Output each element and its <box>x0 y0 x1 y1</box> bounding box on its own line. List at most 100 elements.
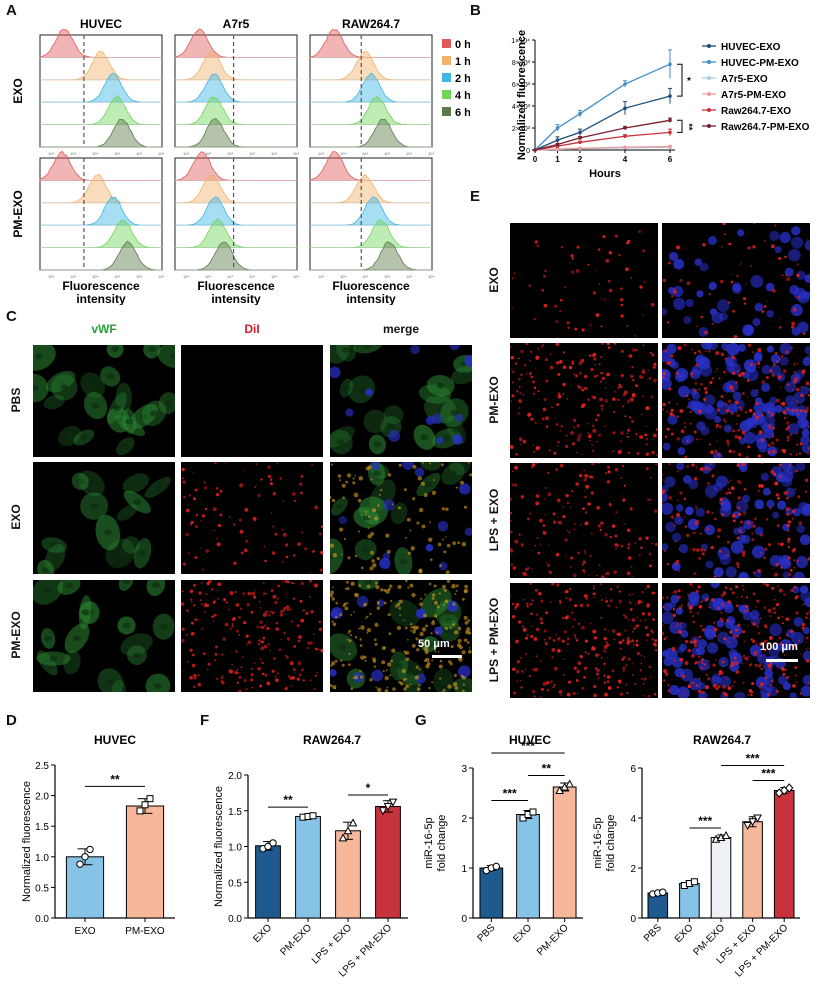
svg-text:10⁴: 10⁴ <box>271 274 277 279</box>
svg-text:10⁴: 10⁴ <box>362 274 368 279</box>
panel-a-xlabel2-2: intensity <box>346 292 396 305</box>
x-tick-label: PM-EXO <box>278 922 314 958</box>
panel-a-col-2: RAW264.7 <box>342 17 400 31</box>
legend-swatch <box>442 73 451 82</box>
panel-label-f: F <box>200 712 210 729</box>
y-tick-label: 1.0 <box>228 843 242 854</box>
bar <box>479 867 504 919</box>
histogram-box: 10⁴ 10⁴ 10⁴ 10⁴ 10⁴ 10⁴ <box>309 28 434 156</box>
svg-text:10⁴: 10⁴ <box>205 151 211 156</box>
data-point <box>623 106 627 110</box>
data-point <box>668 94 672 98</box>
histogram-curve <box>174 151 297 181</box>
x-tick-label: 0 <box>533 155 538 164</box>
svg-text:10⁴: 10⁴ <box>70 274 76 279</box>
legend-label: 2 h <box>455 73 470 85</box>
bar <box>710 837 732 919</box>
panel-e-row-2: LPS + EXO <box>487 488 501 551</box>
x-tick-label: 2 <box>578 155 583 164</box>
panel-a-xlabel-0: Fluorescence <box>62 279 140 293</box>
x-tick-label: EXO <box>511 922 534 945</box>
y-tick-label: 2.0 <box>228 771 242 782</box>
x-tick-label: EXO <box>251 922 274 945</box>
micrograph-merge <box>330 580 472 692</box>
panel-c-col-0: vWF <box>91 322 117 336</box>
svg-text:10⁴: 10⁴ <box>158 151 164 156</box>
data-point <box>623 126 627 130</box>
sig-star: * <box>366 781 371 795</box>
series-line <box>534 95 671 151</box>
data-point <box>578 140 582 145</box>
y-tick-label: 0 <box>526 148 530 155</box>
panel-c-row-0: PBS <box>9 387 23 413</box>
y-tick-label: 2.0 <box>35 792 49 803</box>
bar <box>335 830 361 919</box>
legend-label: A7r5-PM-EXO <box>721 90 786 101</box>
panel-a-xlabel-2: Fluorescence <box>332 279 410 293</box>
svg-text:10⁴: 10⁴ <box>227 151 233 156</box>
svg-text:10⁴: 10⁴ <box>428 274 434 279</box>
histogram-curve <box>310 72 432 103</box>
bar <box>125 805 165 919</box>
svg-text:10⁴: 10⁴ <box>92 274 98 279</box>
panel-a-col-1: A7r5 <box>223 17 250 31</box>
y-tick-label: 3 <box>461 764 467 775</box>
data-point <box>623 134 627 139</box>
histogram-curve <box>309 151 432 181</box>
scale-bar <box>766 659 798 662</box>
panel-label-d: D <box>6 712 17 729</box>
data-point <box>743 822 752 831</box>
sig-star: *** <box>698 814 712 828</box>
micrograph-merge <box>662 343 810 458</box>
y-tick-label: 1.0 <box>35 853 49 864</box>
sig-star: *** <box>503 787 517 801</box>
panel-c-col-1: DiI <box>244 322 260 336</box>
data-point <box>668 144 672 149</box>
data-point <box>748 818 757 827</box>
svg-text:10⁴: 10⁴ <box>362 151 368 156</box>
data-point <box>388 798 398 807</box>
x-tick-label: 4 <box>623 155 628 164</box>
data-point <box>141 801 149 809</box>
legend-swatch <box>442 56 451 65</box>
histogram-box: 10⁴ 10⁴ 10⁴ 10⁴ 10⁴ 10⁴ <box>309 151 434 279</box>
bar <box>375 805 401 919</box>
y-axis-label: Normalized fluorescence <box>21 781 33 902</box>
data-point <box>338 833 348 842</box>
panel-e-microscopy: DiI merge EXO PM-EXO LPS + EXO LPS + PM-EXO 10… <box>470 185 824 698</box>
panel-c-row-2: PM-EXO <box>9 611 23 659</box>
svg-text:10⁴: 10⁴ <box>183 274 189 279</box>
bar <box>255 845 281 919</box>
y-tick-label: 2×10³ <box>512 126 531 133</box>
micrograph-merge <box>662 583 810 698</box>
panel-label-g: G <box>415 712 427 729</box>
panel-e-row-3: LPS + PM-EXO <box>487 597 501 682</box>
data-point <box>690 878 698 886</box>
histogram-curve <box>309 28 432 58</box>
panel-label-a: A <box>6 2 17 19</box>
y-tick-label: 0.0 <box>228 914 242 925</box>
panel-label-b: B <box>470 2 481 19</box>
svg-text:10⁴: 10⁴ <box>384 274 390 279</box>
data-point <box>659 888 667 896</box>
svg-text:10⁴: 10⁴ <box>183 151 189 156</box>
legend-label: 0 h <box>455 39 470 51</box>
y-tick-label: 0.5 <box>228 878 242 889</box>
data-point <box>269 839 277 847</box>
histogram-box: 10⁴ 10⁴ 10⁴ 10⁴ 10⁴ 10⁴ <box>174 151 299 279</box>
x-tick-label: 1 <box>555 155 560 164</box>
y-tick-label: 0 <box>461 914 467 925</box>
sig-star: *** <box>746 752 760 766</box>
micrograph-merge <box>330 345 472 457</box>
svg-text:10⁴: 10⁴ <box>249 151 255 156</box>
y-tick-label: 1.5 <box>35 822 49 833</box>
legend-label: Raw264.7-EXO <box>721 106 791 117</box>
data-point <box>578 111 582 116</box>
panel-a-xlabel2-0: intensity <box>76 292 126 305</box>
micrograph-dil <box>181 580 323 692</box>
panel-c-microscopy: vWF DiI merge PBS EXO PM-EXO 50 μm <box>0 300 472 705</box>
y-tick-label: 4×10³ <box>512 104 531 111</box>
data-point <box>383 802 393 812</box>
panel-a-col-0: HUVEC <box>80 17 122 31</box>
